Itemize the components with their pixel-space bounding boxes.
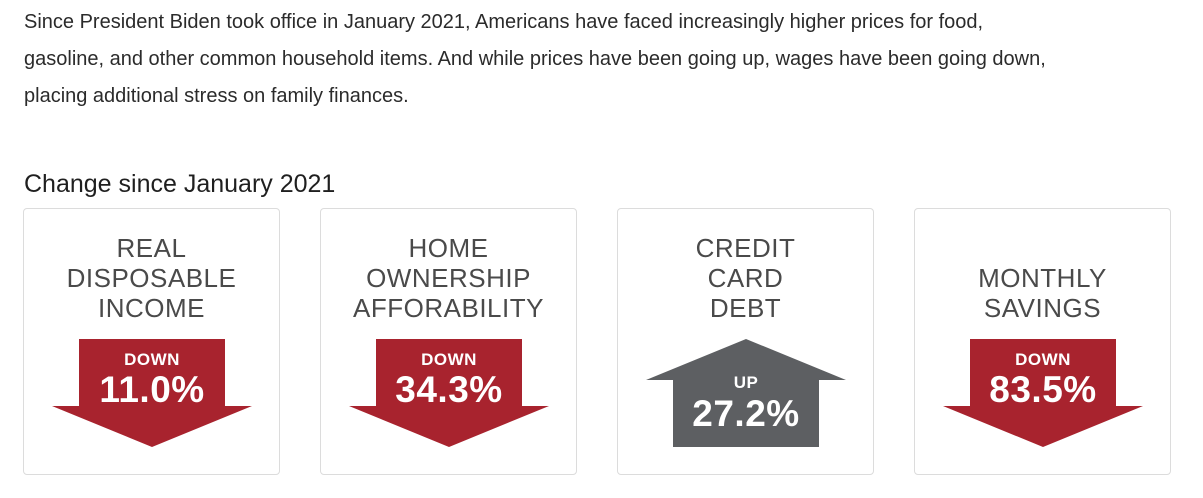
stat-card-monthly-savings: MONTHLY SAVINGS DOWN 83.5% — [914, 208, 1171, 475]
direction-label: UP — [733, 373, 759, 392]
change-value: 27.2% — [692, 393, 800, 434]
change-value: 34.3% — [395, 369, 503, 410]
intro-line-1: Since President Biden took office in Jan… — [24, 11, 984, 33]
section-heading: Change since January 2021 — [24, 170, 336, 198]
stat-card-title-line: AFFORABILITY — [353, 293, 544, 323]
stat-card-title-line: OWNERSHIP — [366, 263, 531, 293]
stat-card-title-line: HOME — [408, 233, 489, 263]
direction-label: DOWN — [124, 350, 180, 369]
stat-card-title-line: CARD — [707, 263, 784, 293]
stat-card-home-ownership-affordability: HOME OWNERSHIP AFFORABILITY DOWN 34.3% — [320, 208, 577, 475]
change-value: 11.0% — [99, 369, 205, 410]
down-arrow-icon: DOWN 34.3% — [349, 339, 549, 447]
stat-card-title-line: CREDIT — [695, 233, 796, 263]
stat-card-title-line: DISPOSABLE — [66, 263, 237, 293]
intro-line-3: placing additional stress on family fina… — [24, 85, 409, 107]
stat-card-credit-card-debt: CREDIT CARD DEBT UP 27.2% — [617, 208, 874, 475]
intro-paragraph: Since President Biden took office in Jan… — [24, 4, 1184, 115]
stat-card-title-line: DEBT — [709, 293, 782, 323]
direction-label: DOWN — [1015, 350, 1071, 369]
change-value: 83.5% — [989, 369, 1097, 410]
stat-card-title: MONTHLY SAVINGS — [915, 263, 1170, 323]
stat-card-title: HOME OWNERSHIP AFFORABILITY — [321, 233, 576, 323]
stat-cards: REAL DISPOSABLE INCOME DOWN 11.0% HOME O… — [23, 208, 1175, 478]
stat-card-title: CREDIT CARD DEBT — [618, 233, 873, 323]
down-arrow-icon: DOWN 11.0% — [52, 339, 252, 447]
stat-card-title-line: MONTHLY — [978, 263, 1107, 293]
up-arrow-icon: UP 27.2% — [646, 339, 846, 447]
intro-line-2: gasoline, and other common household ite… — [24, 48, 1046, 70]
stat-card-title-line: SAVINGS — [983, 293, 1102, 323]
stat-card-title-line: REAL — [116, 233, 187, 263]
down-arrow-icon: DOWN 83.5% — [943, 339, 1143, 447]
direction-label: DOWN — [421, 350, 477, 369]
stat-card-title: REAL DISPOSABLE INCOME — [24, 233, 279, 323]
stat-card-real-disposable-income: REAL DISPOSABLE INCOME DOWN 11.0% — [23, 208, 280, 475]
stat-card-title-line: INCOME — [98, 293, 205, 323]
